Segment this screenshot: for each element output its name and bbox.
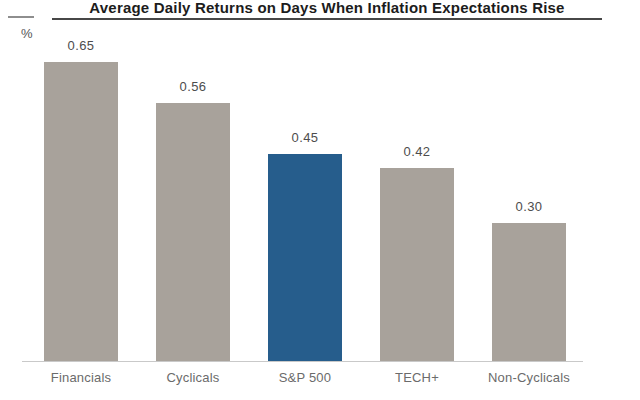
bar-column-non-cyclicals: 0.30 (492, 199, 566, 361)
category-label-tech: TECH+ (380, 370, 454, 385)
bar-value-label: 0.45 (292, 130, 319, 145)
bar-value-label: 0.30 (516, 199, 543, 214)
x-axis-line (22, 361, 583, 362)
bar-cyclicals (156, 103, 230, 361)
category-label-cyclicals: Cyclicals (156, 370, 230, 385)
y-axis-unit-label: % (21, 26, 33, 41)
plot-area: 0.65 0.56 0.45 0.42 0.30 (44, 0, 566, 361)
chart-figure: Average Daily Returns on Days When Infla… (0, 0, 640, 400)
bar-tech (380, 168, 454, 361)
bar-column-tech: 0.42 (380, 144, 454, 361)
category-label-s-p-500: S&P 500 (268, 370, 342, 385)
bar-financials (44, 62, 118, 361)
bar-s-p-500 (268, 154, 342, 361)
bar-column-financials: 0.65 (44, 38, 118, 361)
bar-value-label: 0.65 (68, 38, 95, 53)
bar-column-s-p-500: 0.45 (268, 130, 342, 361)
bar-value-label: 0.56 (180, 79, 207, 94)
x-axis-labels: Financials Cyclicals S&P 500 TECH+ Non-Cycli… (44, 370, 566, 385)
category-label-financials: Financials (44, 370, 118, 385)
bar-value-label: 0.42 (404, 144, 431, 159)
top-left-rule (8, 16, 34, 18)
bar-column-cyclicals: 0.56 (156, 79, 230, 361)
category-label-non-cyclicals: Non-Cyclicals (492, 370, 566, 385)
bar-non-cyclicals (492, 223, 566, 361)
